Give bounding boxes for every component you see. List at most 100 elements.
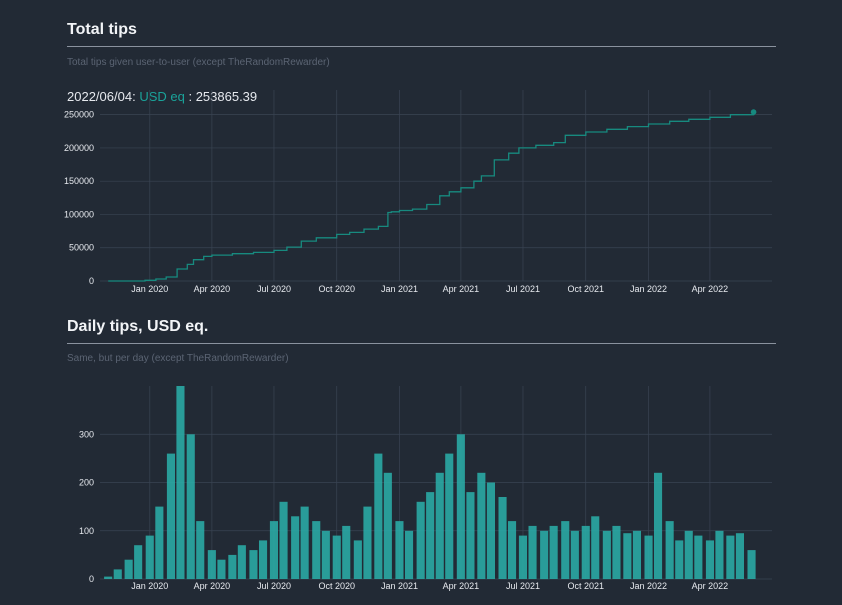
x-tick-label: Oct 2021 xyxy=(567,581,604,591)
daily-tips-bar xyxy=(104,576,113,579)
readout-separator: : xyxy=(184,89,196,104)
daily-tips-bar xyxy=(654,472,663,579)
x-tick-label: Jul 2021 xyxy=(506,581,540,591)
daily-tips-bar xyxy=(435,472,444,579)
daily-tips-bar xyxy=(228,554,237,579)
x-tick-label: Jul 2020 xyxy=(257,284,291,294)
x-tick-label: Apr 2020 xyxy=(194,284,231,294)
total-tips-divider xyxy=(67,46,776,47)
daily-tips-bar xyxy=(166,453,175,579)
daily-tips-bar xyxy=(477,472,486,579)
daily-tips-bar xyxy=(528,525,537,579)
daily-tips-bar xyxy=(207,550,216,579)
hover-readout: 2022/06/04: USD eq : 253865.39 xyxy=(67,89,257,104)
x-tick-label: Apr 2020 xyxy=(194,581,231,591)
daily-tips-bar xyxy=(498,497,507,579)
daily-tips-bar xyxy=(540,530,549,580)
daily-tips-bar xyxy=(549,525,558,579)
daily-tips-bar xyxy=(416,501,425,579)
y-tick-label: 300 xyxy=(79,429,94,439)
daily-tips-bar xyxy=(383,472,392,579)
y-tick-label: 0 xyxy=(89,276,94,286)
daily-tips-bar xyxy=(217,559,226,579)
y-tick-label: 50000 xyxy=(69,243,94,253)
x-tick-label: Jan 2022 xyxy=(630,581,667,591)
x-tick-label: Oct 2021 xyxy=(567,284,604,294)
daily-tips-bar xyxy=(591,516,600,579)
x-tick-label: Jul 2021 xyxy=(506,284,540,294)
daily-tips-bar xyxy=(735,533,744,579)
total-tips-title: Total tips xyxy=(67,21,137,38)
daily-tips-bar xyxy=(570,530,579,580)
daily-tips-section: Daily tips, USD eq. Same, but per day (e… xyxy=(0,300,842,605)
daily-tips-bar xyxy=(456,434,465,580)
daily-tips-bar xyxy=(747,550,756,579)
daily-tips-bar xyxy=(644,535,653,579)
y-tick-label: 200000 xyxy=(64,143,94,153)
x-tick-label: Jul 2020 xyxy=(257,581,291,591)
x-tick-label: Jan 2022 xyxy=(630,284,667,294)
daily-tips-bar xyxy=(726,535,735,579)
daily-tips-bar xyxy=(237,545,246,579)
daily-tips-bar xyxy=(602,530,611,580)
y-tick-label: 100000 xyxy=(64,209,94,219)
daily-tips-subtitle: Same, but per day (except TheRandomRewar… xyxy=(67,353,289,364)
daily-tips-bar xyxy=(332,535,341,579)
hover-point xyxy=(750,109,757,115)
daily-tips-bar xyxy=(321,530,330,580)
y-tick-label: 250000 xyxy=(64,110,94,120)
x-tick-label: Jan 2020 xyxy=(131,284,168,294)
readout-series-label: USD eq xyxy=(139,89,185,104)
daily-tips-bar xyxy=(632,530,641,580)
daily-tips-bar xyxy=(155,506,164,579)
daily-tips-bar xyxy=(186,434,195,580)
x-tick-label: Jan 2021 xyxy=(381,284,418,294)
daily-tips-bar xyxy=(145,535,154,579)
y-tick-label: 100 xyxy=(79,526,94,536)
daily-tips-bar xyxy=(561,521,570,579)
daily-tips-bar xyxy=(684,530,693,580)
cumulative-tips-line xyxy=(108,112,755,282)
daily-tips-bar xyxy=(291,516,300,579)
daily-tips-bar xyxy=(518,535,527,579)
x-tick-label: Apr 2021 xyxy=(443,581,480,591)
x-tick-label: Jan 2021 xyxy=(381,581,418,591)
x-tick-label: Apr 2022 xyxy=(692,284,729,294)
daily-tips-bar xyxy=(694,535,703,579)
daily-tips-bar xyxy=(196,521,205,579)
daily-tips-bar xyxy=(342,525,351,579)
daily-tips-bar xyxy=(715,530,724,580)
daily-tips-bar xyxy=(134,545,143,579)
daily-tips-bar xyxy=(612,525,621,579)
daily-tips-bar xyxy=(259,540,268,579)
daily-tips-bar xyxy=(508,521,517,579)
total-tips-subtitle: Total tips given user-to-user (except Th… xyxy=(67,57,330,68)
x-tick-label: Jan 2020 xyxy=(131,581,168,591)
daily-tips-bar xyxy=(300,506,309,579)
daily-tips-bar xyxy=(374,453,383,579)
daily-tips-bar xyxy=(665,521,674,579)
daily-tips-bar xyxy=(581,525,590,579)
daily-tips-bar xyxy=(705,540,714,579)
daily-tips-bar xyxy=(486,482,495,579)
daily-tips-bar xyxy=(445,453,454,579)
daily-tips-bar xyxy=(363,506,372,579)
daily-tips-bar xyxy=(405,530,414,580)
y-tick-label: 200 xyxy=(79,478,94,488)
daily-tips-bar xyxy=(466,492,475,579)
daily-tips-bar xyxy=(249,550,258,579)
x-tick-label: Oct 2020 xyxy=(318,284,355,294)
daily-tips-bar xyxy=(426,492,435,579)
daily-tips-bar xyxy=(269,521,278,579)
daily-tips-title: Daily tips, USD eq. xyxy=(67,318,209,335)
daily-tips-bar xyxy=(176,386,185,579)
total-tips-section: Total tips Total tips given user-to-user… xyxy=(0,0,842,300)
total-tips-chart[interactable]: 0 50000 100000 150000 200000 250000 Jan 2020 Ap… xyxy=(0,0,842,300)
x-tick-label: Apr 2021 xyxy=(443,284,480,294)
daily-tips-bar xyxy=(353,540,362,579)
y-tick-label: 150000 xyxy=(64,176,94,186)
x-tick-label: Oct 2020 xyxy=(318,581,355,591)
daily-tips-bar xyxy=(312,521,321,579)
daily-tips-chart[interactable]: 0 100 200 300 Jan 2020 Apr 2020 Jul 2020 Oct 20… xyxy=(0,300,842,605)
daily-tips-divider xyxy=(67,343,776,344)
